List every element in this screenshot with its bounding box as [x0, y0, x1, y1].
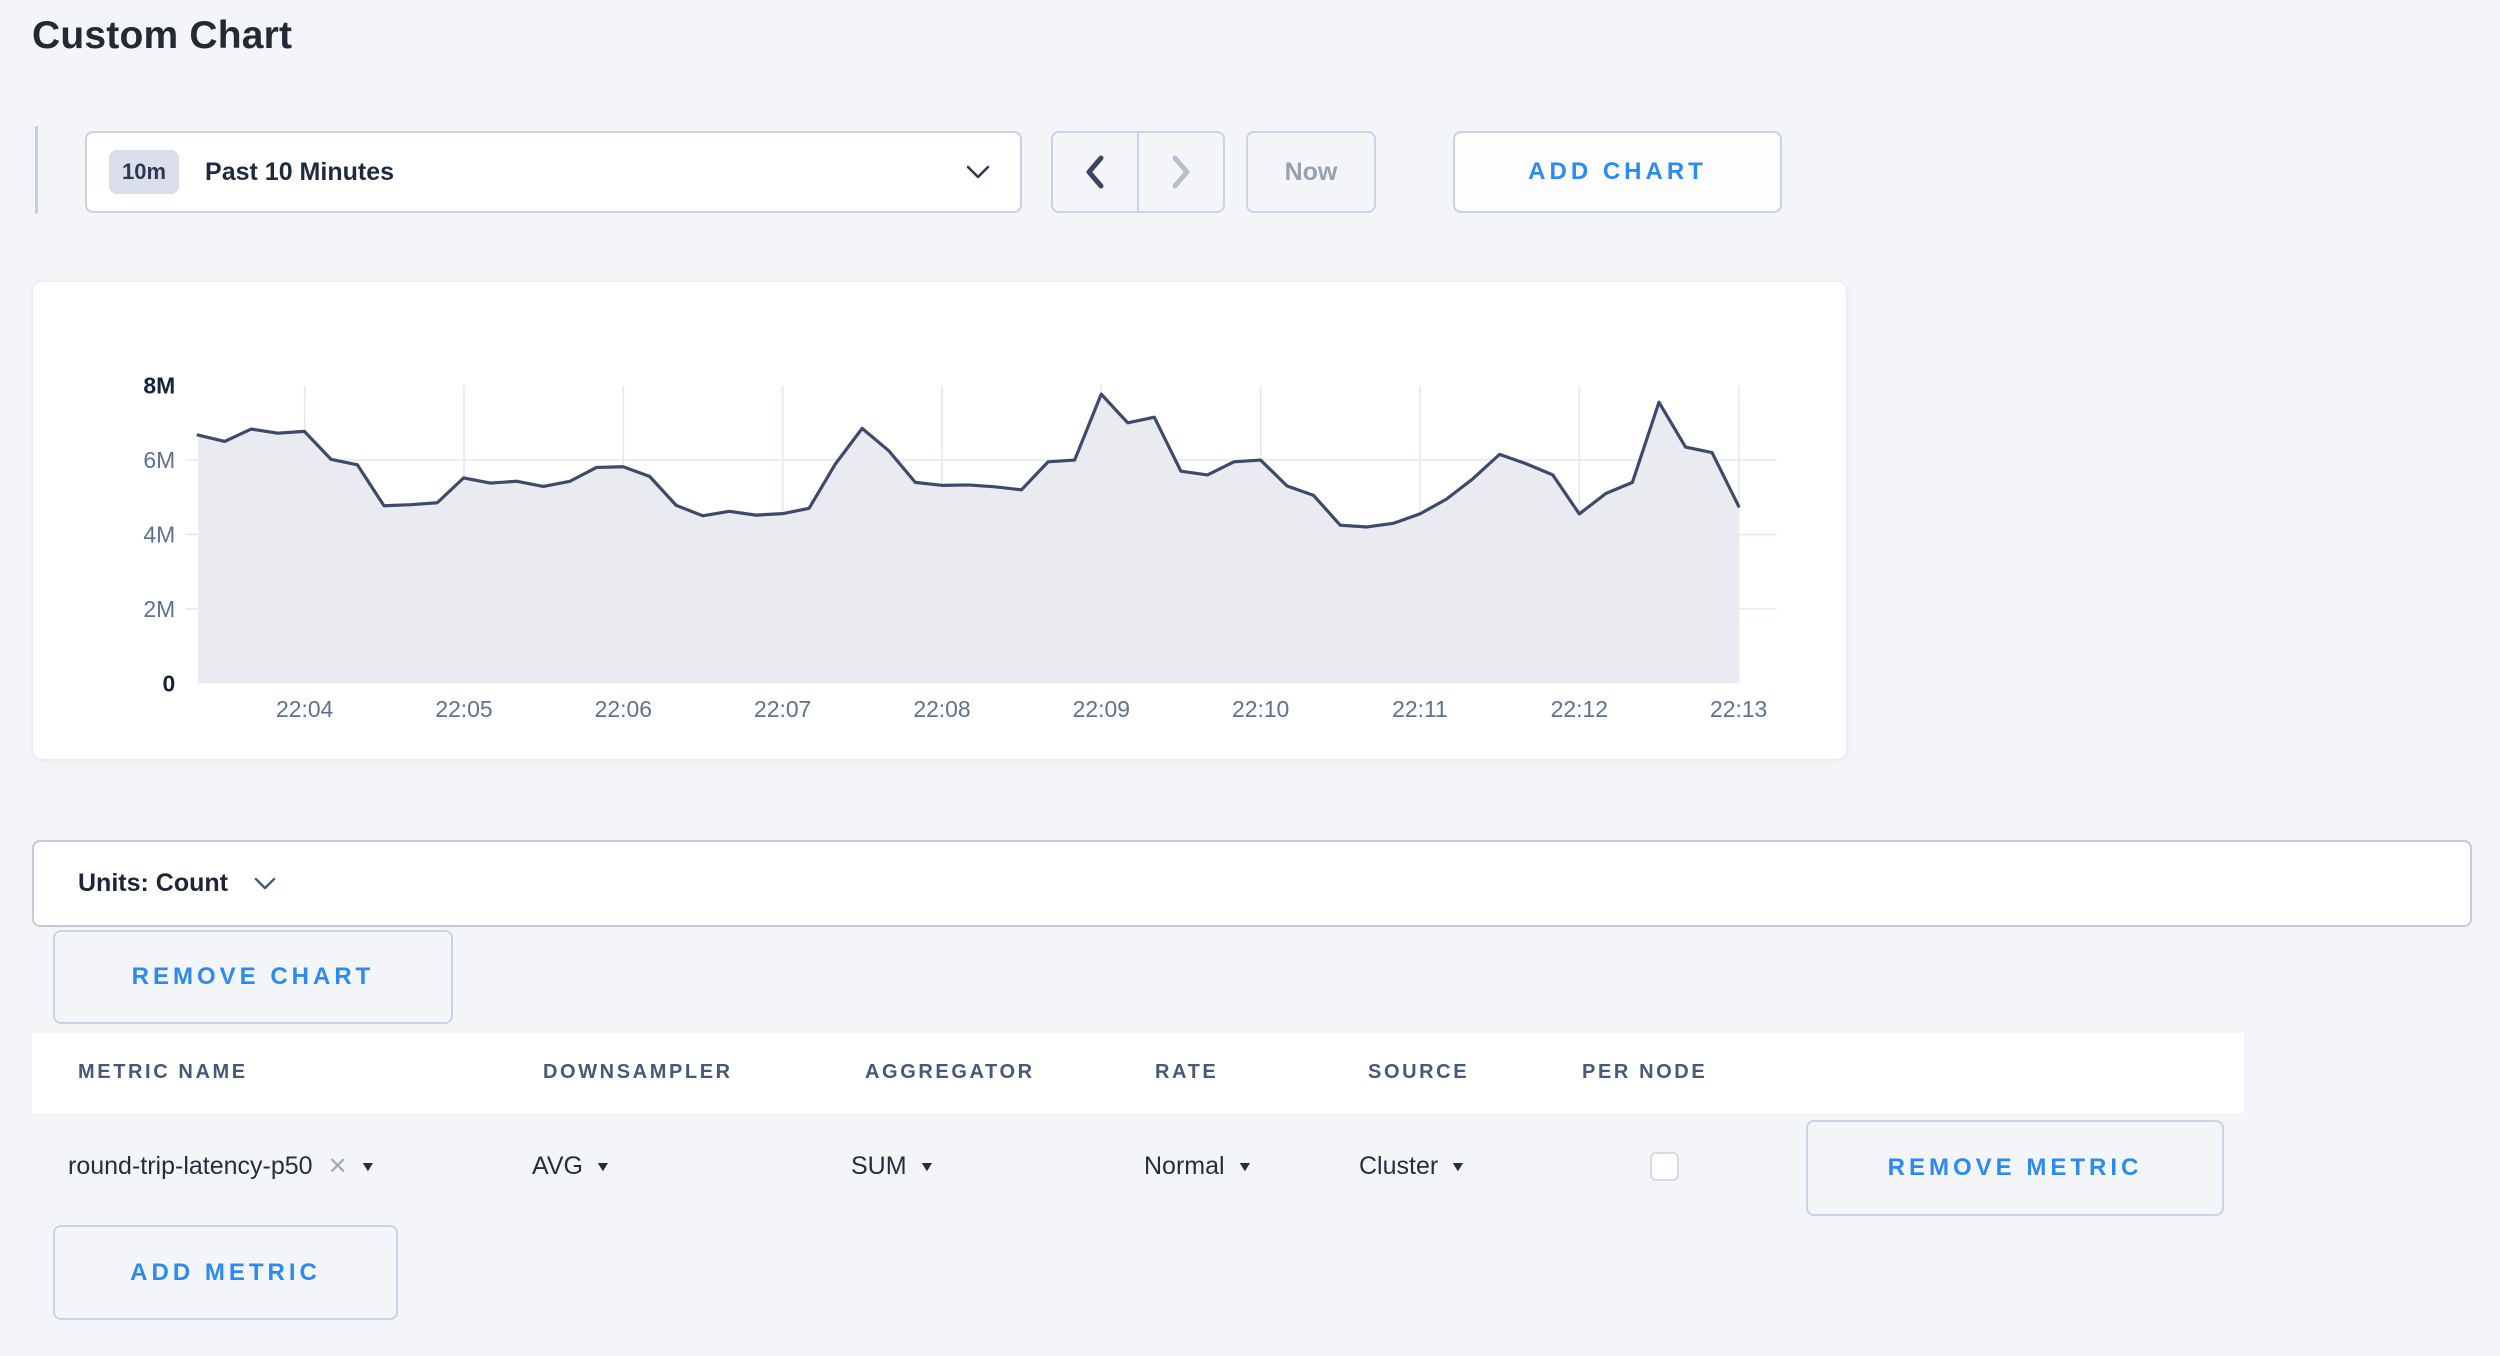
aggregator-select[interactable]: SUM ▼ [851, 1142, 936, 1190]
now-button[interactable]: Now [1246, 131, 1376, 213]
chart-canvas[interactable]: 8M 6M 4M 2M 0 22:04 22:05 22:06 22:07 22:08 22:09 2… [33, 282, 1846, 759]
downsampler-value: AVG [532, 1151, 583, 1180]
add-metric-button[interactable]: ADD METRIC [53, 1225, 398, 1320]
source-value: Cluster [1359, 1151, 1439, 1180]
units-label: Units: Count [78, 869, 228, 897]
downsampler-select[interactable]: AVG ▼ [532, 1142, 612, 1190]
clear-metric-icon[interactable]: ✕ [327, 1152, 348, 1180]
svg-text:22:06: 22:06 [595, 696, 652, 722]
chevron-right-icon [1172, 155, 1190, 189]
metric-row: round-trip-latency-p50 ✕ ▼ AVG ▼ SUM ▼ N… [0, 1116, 2500, 1216]
column-metric-name: METRIC NAME [78, 1061, 248, 1083]
svg-text:4M: 4M [143, 521, 175, 547]
column-per-node: PER NODE [1582, 1061, 1708, 1083]
metric-name-value: round-trip-latency-p50 [68, 1151, 313, 1180]
next-time-button[interactable] [1137, 133, 1223, 211]
svg-text:22:04: 22:04 [276, 696, 334, 722]
aggregator-value: SUM [851, 1151, 907, 1180]
svg-text:22:12: 22:12 [1551, 696, 1608, 722]
chevron-left-icon [1086, 155, 1104, 189]
svg-text:22:09: 22:09 [1073, 696, 1130, 722]
column-rate: RATE [1155, 1061, 1219, 1083]
svg-text:22:11: 22:11 [1392, 696, 1448, 722]
time-range-select[interactable]: 10m Past 10 Minutes [85, 131, 1022, 213]
remove-metric-button[interactable]: REMOVE METRIC [1806, 1120, 2224, 1216]
svg-text:22:07: 22:07 [754, 696, 811, 722]
units-select[interactable]: Units: Count [32, 840, 2472, 927]
column-aggregator: AGGREGATOR [865, 1061, 1035, 1083]
svg-text:2M: 2M [143, 596, 175, 622]
rate-select[interactable]: Normal ▼ [1144, 1142, 1254, 1190]
metrics-table-header: METRIC NAME DOWNSAMPLER AGGREGATOR RATE … [32, 1033, 2244, 1113]
chevron-down-icon [254, 877, 276, 889]
svg-text:22:13: 22:13 [1710, 696, 1767, 722]
caret-down-icon: ▼ [917, 1158, 936, 1174]
column-downsampler: DOWNSAMPLER [543, 1061, 733, 1083]
svg-text:22:05: 22:05 [435, 696, 492, 722]
svg-text:6M: 6M [143, 447, 175, 473]
rate-value: Normal [1144, 1151, 1225, 1180]
remove-chart-button[interactable]: REMOVE CHART [53, 930, 453, 1024]
time-nav-group [1051, 131, 1225, 213]
time-range-label: Past 10 Minutes [205, 157, 394, 186]
per-node-checkbox[interactable] [1650, 1152, 1679, 1181]
source-select[interactable]: Cluster ▼ [1359, 1142, 1467, 1190]
svg-text:8M: 8M [143, 373, 175, 399]
add-chart-button[interactable]: ADD CHART [1453, 131, 1782, 213]
time-range-badge: 10m [109, 150, 180, 194]
toolbar-divider [35, 126, 38, 214]
page-title: Custom Chart [32, 14, 293, 57]
caret-down-icon: ▼ [594, 1158, 612, 1174]
column-source: SOURCE [1368, 1061, 1470, 1083]
prev-time-button[interactable] [1053, 133, 1137, 211]
metric-name-select[interactable]: round-trip-latency-p50 ✕ ▼ [68, 1142, 377, 1190]
svg-text:22:08: 22:08 [913, 696, 970, 722]
chevron-down-icon [966, 165, 990, 178]
svg-text:0: 0 [162, 670, 175, 696]
caret-down-icon: ▼ [1449, 1158, 1467, 1174]
svg-text:22:10: 22:10 [1232, 696, 1289, 722]
caret-down-icon: ▼ [358, 1158, 377, 1174]
caret-down-icon: ▼ [1235, 1158, 1254, 1174]
chart-card: 8M 6M 4M 2M 0 22:04 22:05 22:06 22:07 22:08 22:09 2… [32, 281, 1847, 760]
